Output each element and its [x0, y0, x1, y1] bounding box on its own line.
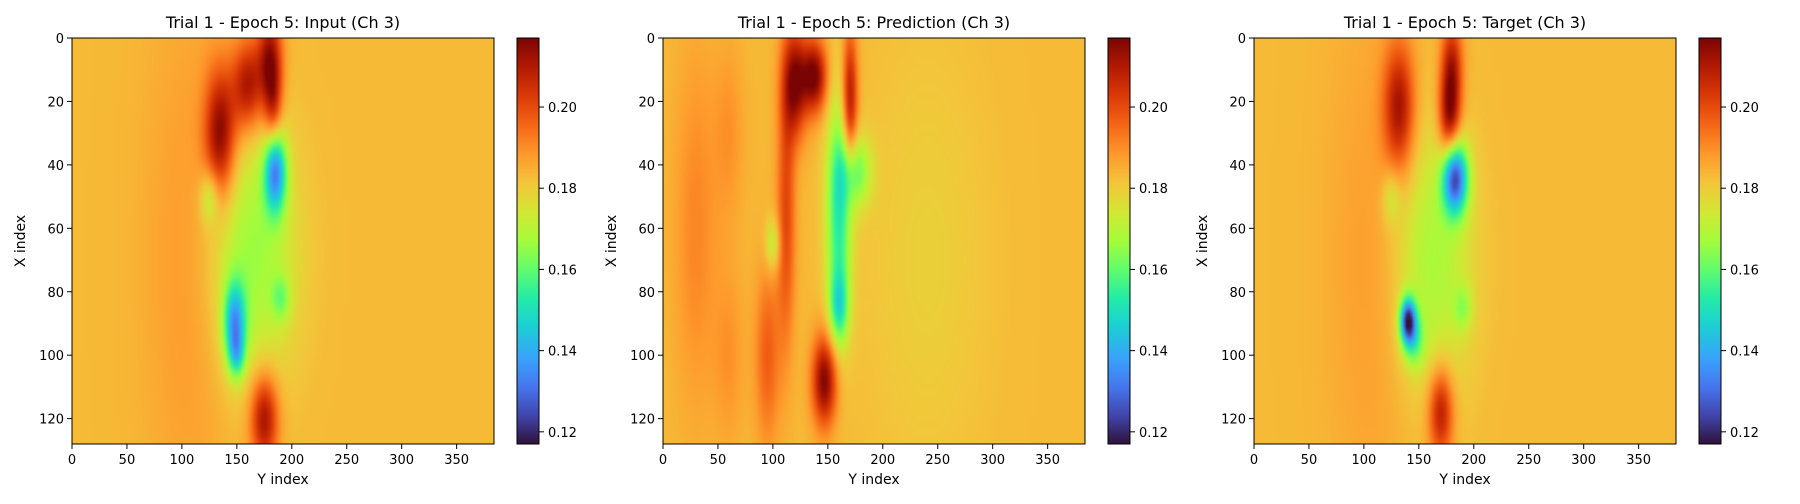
x-tick-label: 200 [1461, 453, 1486, 468]
y-tick-label: 80 [638, 286, 655, 301]
heatmap-image [663, 38, 1085, 444]
x-axis-label: Y index [256, 472, 308, 488]
y-tick-label: 0 [56, 32, 64, 47]
x-axis-label: Y index [1438, 472, 1490, 488]
x-tick-label: 250 [925, 453, 950, 468]
y-tick-label: 100 [1221, 349, 1246, 364]
colorbar [1698, 37, 1722, 445]
colorbar-tick-label: 0.12 [548, 426, 577, 441]
axes-frame [1253, 37, 1677, 445]
x-axis-label: Y index [847, 472, 899, 488]
colorbar-tick-label: 0.18 [548, 182, 577, 197]
y-tick-label: 120 [39, 413, 64, 428]
colorbar-tick-label: 0.14 [1730, 345, 1759, 360]
x-tick-label: 150 [224, 453, 249, 468]
y-axis-label: X index [13, 215, 29, 267]
colorbar-tick-label: 0.16 [1730, 263, 1759, 278]
y-tick-label: 60 [638, 222, 655, 237]
x-tick-label: 100 [1351, 453, 1376, 468]
colorbar-tick-label: 0.16 [1139, 263, 1168, 278]
y-tick-label: 20 [638, 95, 655, 110]
colorbar-tick-label: 0.12 [1730, 426, 1759, 441]
colorbar-tick-label: 0.20 [1730, 101, 1759, 116]
colorbar-tick-label: 0.14 [1139, 345, 1168, 360]
y-axis-label: X index [1195, 215, 1211, 267]
x-tick-label: 350 [1035, 453, 1060, 468]
y-tick-label: 0 [1238, 32, 1246, 47]
x-tick-label: 0 [1250, 453, 1258, 468]
x-tick-label: 0 [659, 453, 667, 468]
panel-input: Trial 1 - Epoch 5: Input (Ch 3) 0 50 100 150… [13, 13, 577, 488]
y-tick-label: 120 [1221, 413, 1246, 428]
y-tick-label: 40 [1229, 159, 1246, 174]
colorbar-tick-label: 0.12 [1139, 426, 1168, 441]
colorbar-tick-label: 0.14 [548, 345, 577, 360]
x-tick-label: 300 [1571, 453, 1596, 468]
x-tick-label: 100 [760, 453, 785, 468]
x-tick-label: 250 [1516, 453, 1541, 468]
colorbar-tick-label: 0.16 [548, 263, 577, 278]
x-tick-label: 300 [389, 453, 414, 468]
colorbar-tick-label: 0.20 [548, 101, 577, 116]
y-tick-label: 80 [47, 286, 64, 301]
x-tick-label: 50 [710, 453, 727, 468]
x-tick-label: 250 [334, 453, 359, 468]
panel-title: Trial 1 - Epoch 5: Input (Ch 3) [165, 13, 400, 32]
x-tick-label: 350 [1626, 453, 1651, 468]
colorbar-tick-label: 0.18 [1730, 182, 1759, 197]
x-tick-label: 200 [870, 453, 895, 468]
x-tick-label: 150 [1406, 453, 1431, 468]
colorbar-tick-label: 0.20 [1139, 101, 1168, 116]
y-tick-label: 20 [1229, 95, 1246, 110]
heatmap-image [72, 38, 494, 444]
x-tick-label: 150 [815, 453, 840, 468]
axes-frame [71, 37, 495, 445]
y-tick-label: 60 [1229, 222, 1246, 237]
x-tick-label: 100 [169, 453, 194, 468]
y-tick-label: 40 [47, 159, 64, 174]
x-tick-label: 50 [119, 453, 136, 468]
colorbar [516, 37, 540, 445]
colorbar [1107, 37, 1131, 445]
panel-title: Trial 1 - Epoch 5: Target (Ch 3) [1343, 13, 1586, 32]
y-tick-label: 20 [47, 95, 64, 110]
y-tick-label: 120 [630, 413, 655, 428]
x-tick-label: 350 [444, 453, 469, 468]
panel-prediction: Trial 1 - Epoch 5: Prediction (Ch 3) 0 50 1… [604, 13, 1168, 488]
panel-title: Trial 1 - Epoch 5: Prediction (Ch 3) [737, 13, 1010, 32]
y-tick-label: 40 [638, 159, 655, 174]
y-tick-label: 100 [39, 349, 64, 364]
x-tick-label: 300 [980, 453, 1005, 468]
y-tick-label: 80 [1229, 286, 1246, 301]
y-axis-label: X index [604, 215, 620, 267]
colorbar-tick-label: 0.18 [1139, 182, 1168, 197]
x-tick-label: 200 [279, 453, 304, 468]
x-tick-label: 50 [1301, 453, 1318, 468]
heatmap-image [1254, 38, 1676, 444]
y-tick-label: 100 [630, 349, 655, 364]
x-tick-label: 0 [68, 453, 76, 468]
panel-target: Trial 1 - Epoch 5: Target (Ch 3) 0 50 100 15… [1195, 13, 1759, 488]
axes-frame [662, 37, 1086, 445]
y-tick-label: 0 [647, 32, 655, 47]
y-tick-label: 60 [47, 222, 64, 237]
